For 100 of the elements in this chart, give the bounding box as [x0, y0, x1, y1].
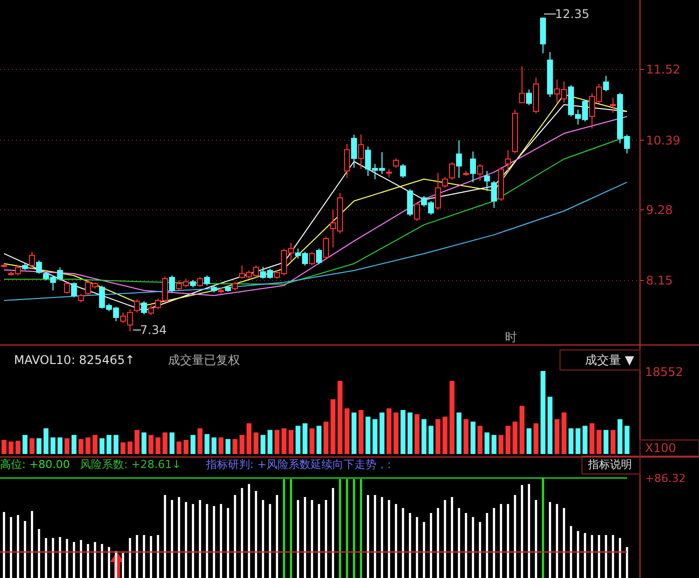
bar — [178, 497, 180, 578]
bar — [576, 428, 580, 454]
bar — [400, 410, 406, 454]
bar — [402, 508, 404, 578]
candlestick — [610, 97, 616, 114]
candlestick — [477, 164, 483, 182]
bar — [458, 508, 460, 578]
bar — [344, 408, 350, 454]
text: +86.32 — [645, 472, 686, 485]
bar — [120, 442, 126, 454]
bar — [366, 416, 370, 454]
bar — [148, 434, 154, 454]
bar — [548, 502, 552, 578]
bar — [106, 434, 112, 454]
bar — [514, 495, 516, 578]
bar — [72, 434, 76, 454]
candlestick — [134, 298, 140, 313]
bar — [58, 437, 62, 454]
bar — [248, 484, 250, 578]
bar — [262, 500, 264, 578]
bar — [372, 419, 378, 454]
bar — [78, 439, 84, 454]
bar — [260, 434, 266, 454]
candlestick — [400, 164, 406, 178]
candlestick — [71, 282, 77, 298]
bar — [618, 419, 622, 454]
candlestick — [197, 276, 203, 288]
candlestick — [36, 260, 42, 274]
candlestick — [169, 275, 175, 293]
bar — [604, 430, 608, 454]
bar — [176, 442, 182, 454]
bar — [568, 428, 574, 454]
y-tick-label: 8.15 — [646, 274, 673, 288]
bar — [374, 495, 376, 578]
candlestick — [456, 140, 462, 178]
bar — [486, 513, 488, 578]
bar — [92, 434, 98, 454]
candlestick — [519, 66, 525, 104]
bar — [436, 508, 440, 578]
bar — [562, 412, 566, 454]
bar — [226, 439, 230, 454]
candlestick — [603, 75, 609, 92]
text: MAVOL10: 825465↑ — [14, 353, 135, 367]
candlestick — [309, 251, 315, 266]
bar — [218, 437, 224, 454]
bar — [2, 440, 6, 454]
bar — [380, 412, 384, 454]
candlestick — [29, 251, 35, 268]
text: 18552 — [645, 365, 684, 379]
candlestick — [442, 176, 448, 188]
bar — [16, 440, 20, 454]
bar — [590, 423, 594, 454]
candlestick — [393, 158, 399, 168]
bar — [456, 412, 462, 454]
bar — [30, 438, 34, 454]
bar — [464, 513, 468, 578]
bar — [330, 399, 336, 454]
bar — [170, 432, 174, 454]
candlestick — [323, 236, 329, 260]
text: 风险系数: +28.61↓ — [80, 458, 182, 471]
bar — [316, 426, 322, 454]
bar — [386, 408, 392, 454]
bar — [22, 434, 28, 454]
bar — [358, 410, 364, 454]
bar — [170, 500, 174, 578]
candlestick — [505, 150, 511, 172]
bar — [414, 414, 420, 454]
bar — [142, 432, 146, 454]
bar — [498, 434, 504, 454]
candlestick — [526, 89, 532, 106]
bar — [296, 426, 300, 454]
bar — [318, 504, 320, 578]
bar — [288, 430, 294, 454]
line-series — [4, 182, 628, 301]
bar — [204, 434, 210, 454]
bar — [36, 438, 42, 454]
bar — [500, 504, 502, 578]
annotation: 时 — [505, 330, 517, 344]
bar — [422, 419, 426, 454]
candlestick — [449, 162, 455, 180]
annotation: 12.35 — [555, 7, 590, 21]
bar — [428, 426, 434, 454]
bar — [352, 412, 356, 454]
bar — [114, 434, 118, 454]
bar — [164, 495, 166, 578]
bar — [226, 508, 230, 578]
bar — [554, 419, 560, 454]
bar — [86, 437, 90, 454]
bar — [310, 428, 314, 454]
candlestick — [491, 180, 497, 208]
bar — [8, 442, 14, 454]
bar — [64, 438, 70, 454]
bar — [492, 434, 496, 454]
bar — [582, 426, 588, 454]
bar — [198, 500, 202, 578]
bar — [528, 484, 530, 578]
bar — [444, 500, 446, 578]
bar — [296, 500, 300, 578]
bar — [100, 438, 104, 454]
bar — [184, 502, 188, 578]
